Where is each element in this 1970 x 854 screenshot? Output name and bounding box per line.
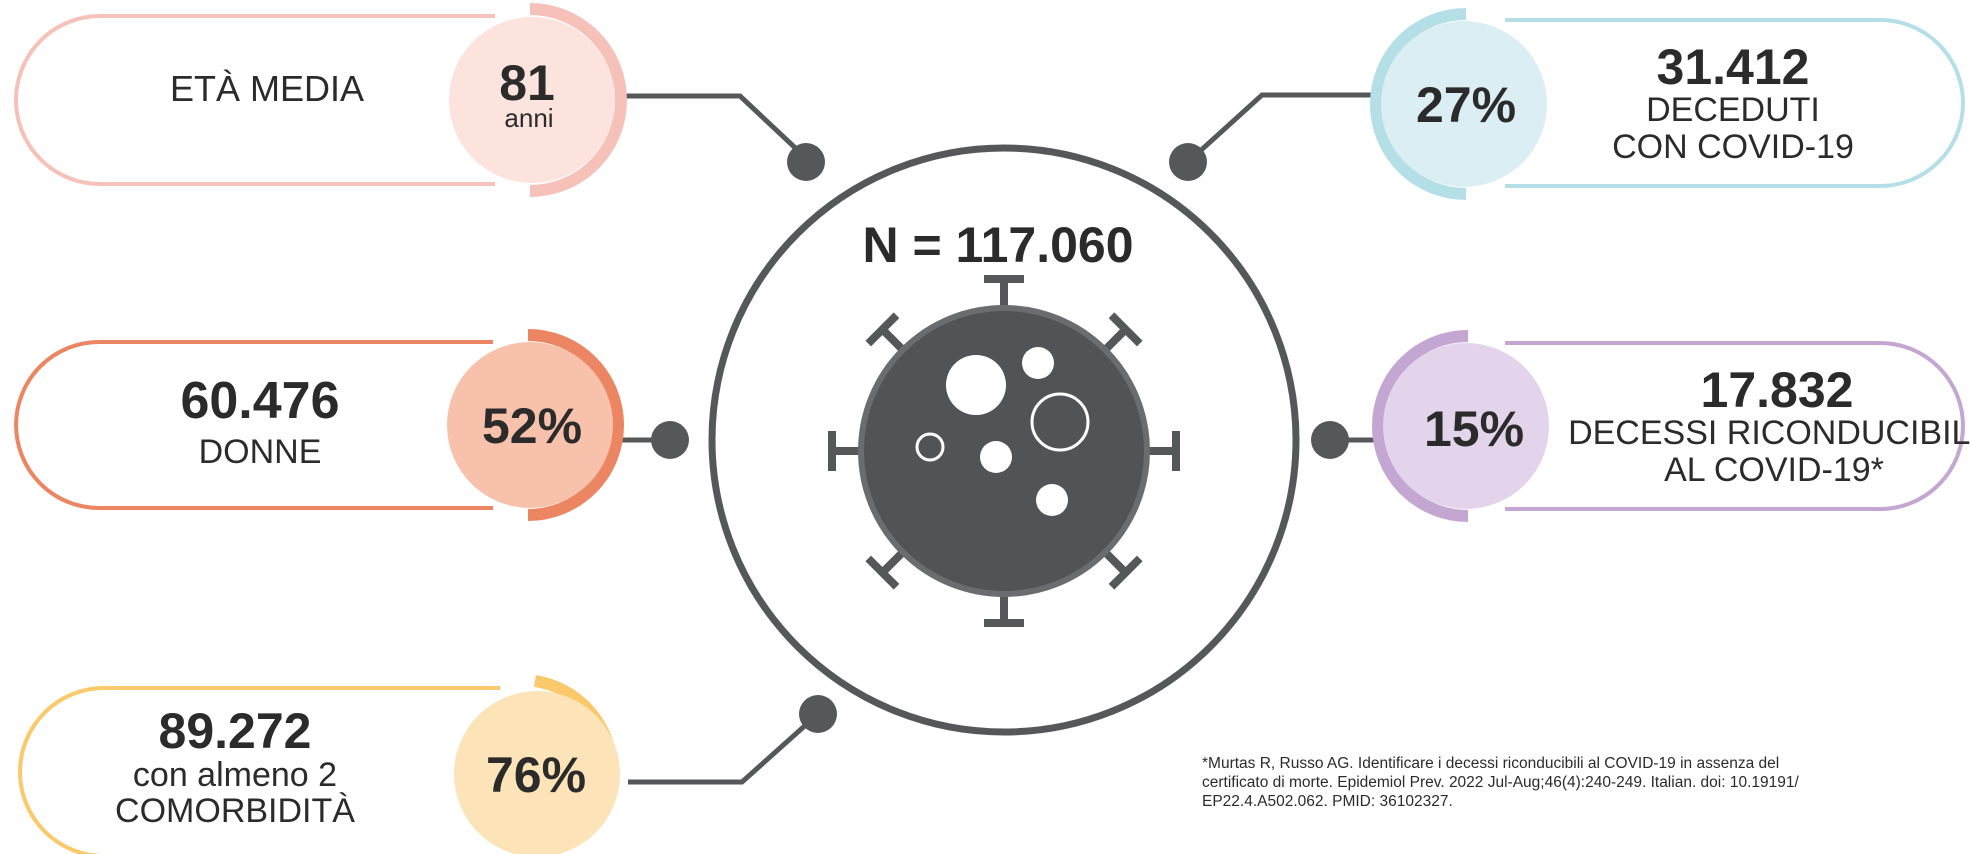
card-badge bbox=[454, 691, 620, 854]
card-donne: 60.476 DONNE 52% bbox=[14, 329, 624, 521]
card-badge bbox=[447, 342, 613, 508]
virus-spot bbox=[980, 441, 1012, 473]
card-outline bbox=[14, 14, 495, 186]
footnote-line1: *Murtas R, Russo AG. Identificare i dece… bbox=[1202, 755, 1779, 772]
deceduti-line1: DECEDUTI bbox=[1646, 91, 1820, 129]
decessi-count: 17.832 bbox=[1701, 362, 1854, 418]
connector-dot-eta bbox=[787, 143, 825, 181]
card-outline bbox=[18, 686, 500, 854]
card-cap bbox=[1370, 8, 1467, 200]
connector-comorbidita bbox=[628, 712, 820, 785]
decessi-line1: DECESSI RICONDUCIBILI bbox=[1568, 414, 1970, 452]
connector-dot-comorbidita bbox=[799, 695, 837, 733]
comorbidita-line1: con almeno 2 bbox=[133, 756, 337, 794]
connectors bbox=[620, 92, 1382, 785]
eta-label: ETÀ MEDIA bbox=[170, 68, 364, 109]
decessi-percent: 15% bbox=[1424, 401, 1524, 457]
donne-count: 60.476 bbox=[180, 372, 339, 430]
card-cap bbox=[529, 3, 627, 197]
footnote: *Murtas R, Russo AG. Identificare i dece… bbox=[1202, 755, 1799, 810]
connector-deceduti bbox=[1186, 92, 1376, 164]
donne-label: DONNE bbox=[199, 433, 322, 471]
connector-dot-deceduti bbox=[1169, 143, 1207, 181]
footnote-line2: certificato di morte. Epidemiol Prev. 20… bbox=[1202, 774, 1799, 791]
total-label: N = 117.060 bbox=[862, 217, 1133, 273]
comorbidita-line2: COMORBIDITÀ bbox=[115, 792, 355, 830]
card-badge bbox=[449, 17, 615, 183]
eta-value: 81 bbox=[499, 55, 555, 111]
card-outline bbox=[1505, 341, 1965, 427]
card-badge bbox=[1381, 21, 1547, 187]
card-outline-bottom bbox=[1505, 425, 1965, 511]
card-outline-bottom bbox=[1505, 102, 1965, 188]
connector-dots bbox=[651, 143, 1349, 733]
deceduti-percent: 27% bbox=[1416, 77, 1516, 133]
virus-spike-cap bbox=[1108, 312, 1143, 347]
virus-spike-cap bbox=[865, 312, 900, 347]
card-cap bbox=[1372, 330, 1469, 522]
card-comorbidita: 89.272 con almeno 2 COMORBIDITÀ 76% bbox=[18, 675, 620, 854]
deceduti-line2: CON COVID-19 bbox=[1612, 128, 1854, 166]
comorbidita-percent: 76% bbox=[486, 747, 586, 803]
card-eta-media: ETÀ MEDIA 81 anni bbox=[14, 3, 627, 197]
card-badge bbox=[1383, 343, 1549, 509]
connector-eta bbox=[622, 93, 808, 160]
virus-spot bbox=[1030, 392, 1090, 452]
connector-dot-decessi bbox=[1311, 421, 1349, 459]
virus-spike-cap bbox=[865, 555, 900, 590]
card-outline bbox=[1505, 18, 1965, 104]
virus-icon bbox=[828, 275, 1180, 627]
decessi-line2: AL COVID-19* bbox=[1664, 451, 1884, 489]
virus-spot bbox=[915, 432, 945, 462]
eta-unit: anni bbox=[504, 103, 553, 133]
card-decessi: 15% 17.832 DECESSI RICONDUCIBILI AL COVI… bbox=[1372, 330, 1970, 522]
card-cap bbox=[527, 329, 624, 521]
comorbidita-count: 89.272 bbox=[159, 703, 312, 759]
virus-spike-cap bbox=[1108, 555, 1143, 590]
card-outline bbox=[14, 340, 493, 510]
virus-spot bbox=[946, 355, 1006, 415]
deceduti-count: 31.412 bbox=[1657, 39, 1810, 95]
donne-percent: 52% bbox=[482, 398, 582, 454]
footnote-line3: EP22.4.A502.062. PMID: 36102327. bbox=[1202, 793, 1453, 810]
virus-spot bbox=[1036, 484, 1068, 516]
card-deceduti: 27% 31.412 DECEDUTI CON COVID-19 bbox=[1370, 8, 1965, 200]
connector-dot-donne bbox=[651, 421, 689, 459]
virus-spot bbox=[1022, 347, 1054, 379]
